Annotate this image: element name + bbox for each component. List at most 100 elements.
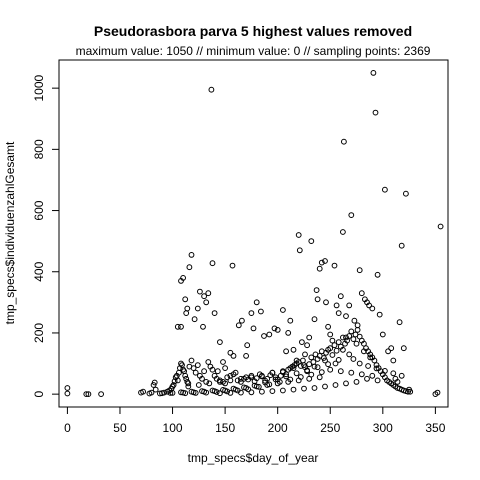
- data-point: [283, 348, 290, 355]
- data-point: [311, 363, 318, 370]
- data-point: [297, 374, 304, 380]
- data-point: [340, 334, 346, 341]
- data-point: [205, 359, 212, 365]
- data-point: [373, 365, 380, 372]
- data-point: [340, 346, 346, 353]
- data-point: [224, 374, 231, 381]
- data-point: [167, 390, 174, 396]
- data-point: [382, 368, 388, 374]
- y-tick-label: 200: [32, 323, 46, 343]
- data-point: [183, 375, 190, 382]
- data-point: [161, 389, 168, 396]
- data-point: [344, 337, 351, 344]
- data-point: [183, 310, 190, 317]
- data-point: [152, 386, 159, 393]
- x-axis: 0 50 100 150 200 250 300 350: [64, 406, 446, 435]
- data-point: [369, 372, 376, 379]
- data-point: [331, 342, 338, 349]
- data-point: [253, 299, 260, 306]
- x-tick-label: 0: [64, 421, 71, 435]
- data-point: [353, 340, 360, 347]
- data-point: [227, 390, 234, 396]
- data-point: [343, 334, 349, 341]
- data-point: [266, 331, 273, 338]
- data-point: [290, 386, 297, 393]
- data-point: [235, 322, 242, 329]
- data-point: [316, 265, 323, 272]
- y-tick-label: 600: [32, 200, 46, 220]
- data-point: [348, 212, 355, 219]
- data-point: [222, 380, 229, 387]
- y-tick-label: 400: [32, 261, 46, 281]
- data-point: [197, 288, 203, 295]
- data-point: [398, 372, 405, 379]
- data-point: [322, 357, 328, 364]
- data-point: [64, 390, 71, 397]
- data-point: [259, 388, 265, 395]
- data-point: [337, 293, 344, 300]
- data-point: [403, 190, 409, 197]
- data-point: [304, 367, 311, 374]
- data-point: [293, 370, 300, 377]
- data-point: [329, 352, 336, 358]
- data-point: [248, 310, 255, 317]
- data-point: [280, 307, 286, 313]
- data-point: [374, 377, 381, 384]
- data-point: [369, 305, 376, 312]
- x-tick-label: 350: [425, 421, 445, 435]
- data-point: [205, 290, 212, 297]
- data-point: [190, 365, 197, 372]
- data-point: [213, 375, 220, 382]
- data-point: [301, 362, 307, 369]
- data-point: [308, 354, 315, 361]
- data-point: [304, 342, 311, 349]
- data-point: [348, 328, 355, 335]
- data-point: [185, 383, 192, 390]
- data-point: [296, 247, 303, 254]
- data-point: [356, 360, 363, 367]
- data-point: [214, 368, 221, 375]
- chart-subtitle: maximum value: 1050 // minimum value: 0 …: [76, 44, 431, 58]
- data-point: [400, 345, 407, 352]
- data-point: [255, 383, 262, 390]
- x-tick-label: 50: [113, 421, 127, 435]
- data-point: [211, 310, 218, 317]
- data-point: [222, 365, 229, 372]
- data-point: [313, 287, 320, 294]
- data-point: [299, 339, 305, 346]
- data-point: [200, 323, 206, 330]
- data-point: [229, 262, 236, 269]
- y-axis-label: tmp_specs$individuenzahlGesamt: [3, 141, 17, 324]
- data-point: [185, 380, 192, 387]
- x-axis-label: tmp_specs$day_of_year: [188, 451, 319, 465]
- data-point: [306, 334, 313, 341]
- data-point: [201, 293, 208, 300]
- data-point: [280, 368, 286, 375]
- data-point: [332, 360, 339, 367]
- data-point: [199, 375, 205, 382]
- data-point: [182, 390, 189, 397]
- data-point: [217, 390, 223, 397]
- data-point: [394, 379, 401, 385]
- data-point: [188, 252, 195, 258]
- data-point: [206, 380, 213, 387]
- data-point: [287, 376, 294, 383]
- data-point: [358, 290, 365, 297]
- y-tick-label: 0: [32, 390, 46, 397]
- data-point: [382, 186, 388, 193]
- data-point: [180, 275, 187, 281]
- data-point: [390, 357, 397, 364]
- data-point: [203, 299, 210, 306]
- data-point: [217, 379, 223, 385]
- data-point: [169, 383, 176, 390]
- data-point: [283, 371, 290, 378]
- data-point: [332, 382, 339, 388]
- data-point: [300, 357, 306, 364]
- y-tick-label: 800: [32, 139, 46, 159]
- data-point: [83, 391, 90, 398]
- plot-frame: [58, 59, 449, 408]
- data-point: [335, 357, 342, 363]
- data-point: [232, 369, 239, 376]
- data-point: [274, 327, 281, 333]
- data-point: [385, 348, 392, 355]
